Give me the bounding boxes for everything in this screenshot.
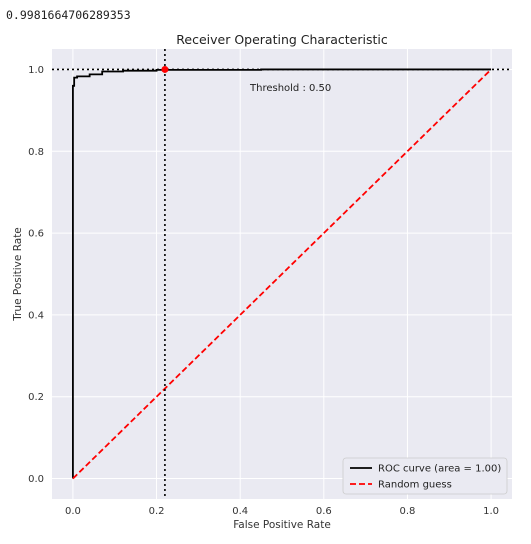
x-tick-label: 0.4: [232, 506, 248, 517]
x-tick-label: 0.0: [65, 506, 81, 517]
roc-curve-line: [72, 68, 492, 479]
chart-title: Receiver Operating Characteristic: [176, 32, 388, 47]
y-tick-label: 0.0: [28, 474, 44, 485]
threshold-markers: [52, 49, 512, 499]
legend-random-label: Random guess: [378, 480, 452, 491]
threshold-label: Threshold : 0.50: [249, 83, 331, 94]
legend-roc-label: ROC curve (area = 1.00): [378, 464, 501, 475]
y-tick-label: 0.6: [28, 229, 44, 240]
x-tick-labels: 0.0 0.2 0.4 0.6 0.8 1.0: [65, 506, 499, 517]
x-tick-label: 0.2: [149, 506, 165, 517]
y-tick-labels: 0.0 0.2 0.4 0.6 0.8 1.0: [28, 65, 44, 485]
y-axis-label: True Positive Rate: [12, 227, 24, 322]
y-tick-label: 1.0: [28, 65, 44, 76]
x-tick-label: 1.0: [483, 506, 499, 517]
x-axis-label: False Positive Rate: [233, 519, 331, 531]
random-guess-line: [72, 68, 492, 480]
y-tick-label: 0.8: [28, 147, 44, 158]
y-tick-label: 0.4: [28, 310, 44, 321]
x-tick-label: 0.8: [400, 506, 416, 517]
legend-box: [342, 457, 508, 495]
y-tick-label: 0.2: [28, 392, 44, 403]
auc-output-text: 0.9981664706289353: [6, 8, 131, 22]
series-lines: [72, 68, 492, 480]
threshold-point: [161, 65, 169, 73]
x-tick-label: 0.6: [316, 506, 332, 517]
legend: ROC curve (area = 1.00) Random guess: [342, 457, 508, 495]
